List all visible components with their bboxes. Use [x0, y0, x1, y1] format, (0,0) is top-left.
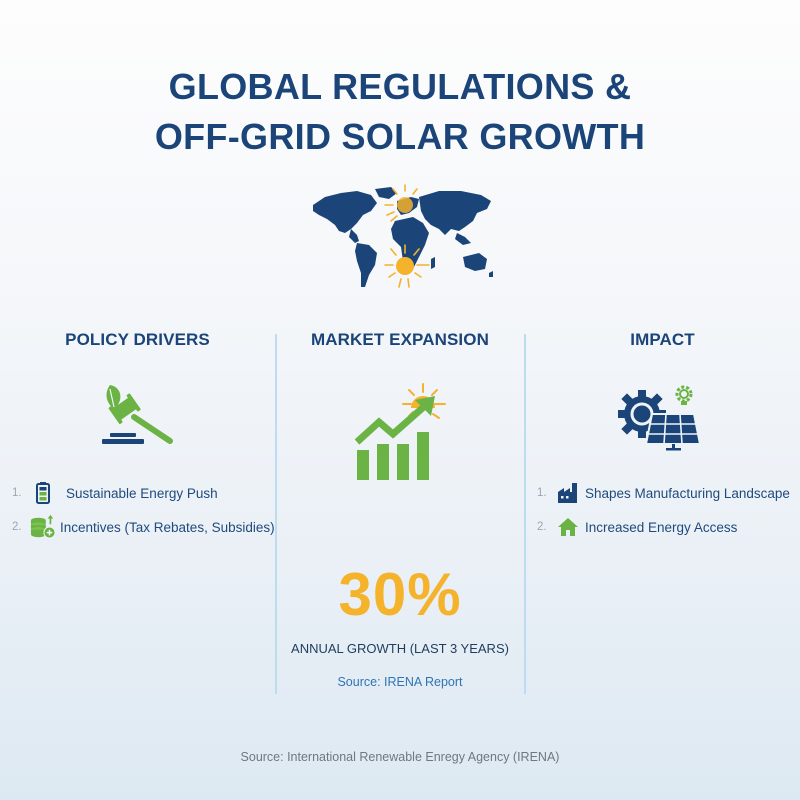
list-label: Increased Energy Access [585, 519, 738, 535]
list-item: 2. Increased Energy Access [537, 510, 790, 544]
factory-icon [555, 480, 581, 506]
footer-source: Source: International Renewable Enregy A… [240, 750, 560, 764]
house-icon [555, 514, 581, 540]
growth-stat-value: 30% [338, 561, 462, 628]
list-item: 1. Sustainable Energy Push [12, 476, 275, 510]
market-expansion-heading: MARKET EXPANSION [311, 330, 489, 349]
growth-chart-sun-icon [354, 382, 449, 487]
growth-stat-label: ANNUAL GROWTH (LAST 3 YEARS) [291, 641, 509, 656]
list-item: 1. Shapes Manufacturing Landscape [537, 476, 790, 510]
list-number: 1. [537, 487, 547, 499]
policy-drivers-list: 1. Sustainable Energy Push 2. [12, 476, 275, 544]
list-label: Sustainable Energy Push [66, 485, 218, 501]
gavel-leaf-icon [98, 383, 178, 452]
page-title: GLOBAL REGULATIONS & OFF-GRID SOLAR GROW… [0, 62, 800, 162]
coins-growth-icon [30, 514, 56, 540]
list-number: 1. [12, 487, 22, 499]
battery-icon [30, 480, 56, 506]
list-number: 2. [12, 521, 22, 533]
list-label: Shapes Manufacturing Landscape [585, 485, 790, 501]
list-item: 2. Incentives (Tax Rebates, Su [12, 510, 275, 544]
impact-list: 1. Shapes Manufacturing Landscape 2. Inc… [537, 476, 790, 544]
column-divider-left [275, 334, 277, 694]
policy-drivers-heading: POLICY DRIVERS [65, 330, 210, 349]
list-label: Incentives (Tax Rebates, Subsidies) [60, 519, 275, 535]
world-map-with-suns-icon [305, 183, 497, 295]
title-line-1: GLOBAL REGULATIONS & [168, 66, 632, 107]
column-divider-right [524, 334, 526, 694]
gear-solar-panel-icon [618, 384, 702, 457]
impact-heading: IMPACT [630, 330, 695, 349]
title-line-2: OFF-GRID SOLAR GROWTH [154, 116, 646, 157]
growth-stat-source: Source: IRENA Report [337, 675, 463, 689]
list-number: 2. [537, 521, 547, 533]
